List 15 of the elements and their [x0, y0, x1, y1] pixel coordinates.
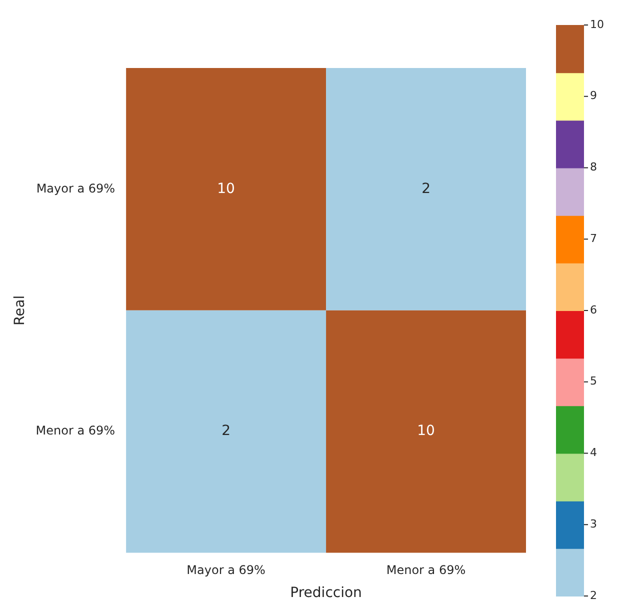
color-bar-label: 3 [590, 517, 597, 530]
color-bar-label: 5 [590, 374, 597, 388]
data-label: 10 [417, 423, 435, 440]
y-axis-title: Real [12, 295, 28, 326]
color-bar-label: 9 [590, 89, 597, 102]
data-label: 2 [222, 423, 231, 440]
color-bar-label: 10 [590, 18, 604, 31]
color-bar-label: 8 [590, 160, 597, 174]
x-axis-title: Prediccion [290, 585, 362, 602]
data-label: 10 [217, 180, 235, 197]
color-bar-label: 7 [590, 232, 597, 245]
color-bar-label: 2 [590, 588, 597, 602]
data-label: 2 [422, 180, 430, 197]
color-bar-label: 4 [590, 446, 597, 460]
color-bar-label: 6 [590, 303, 597, 316]
